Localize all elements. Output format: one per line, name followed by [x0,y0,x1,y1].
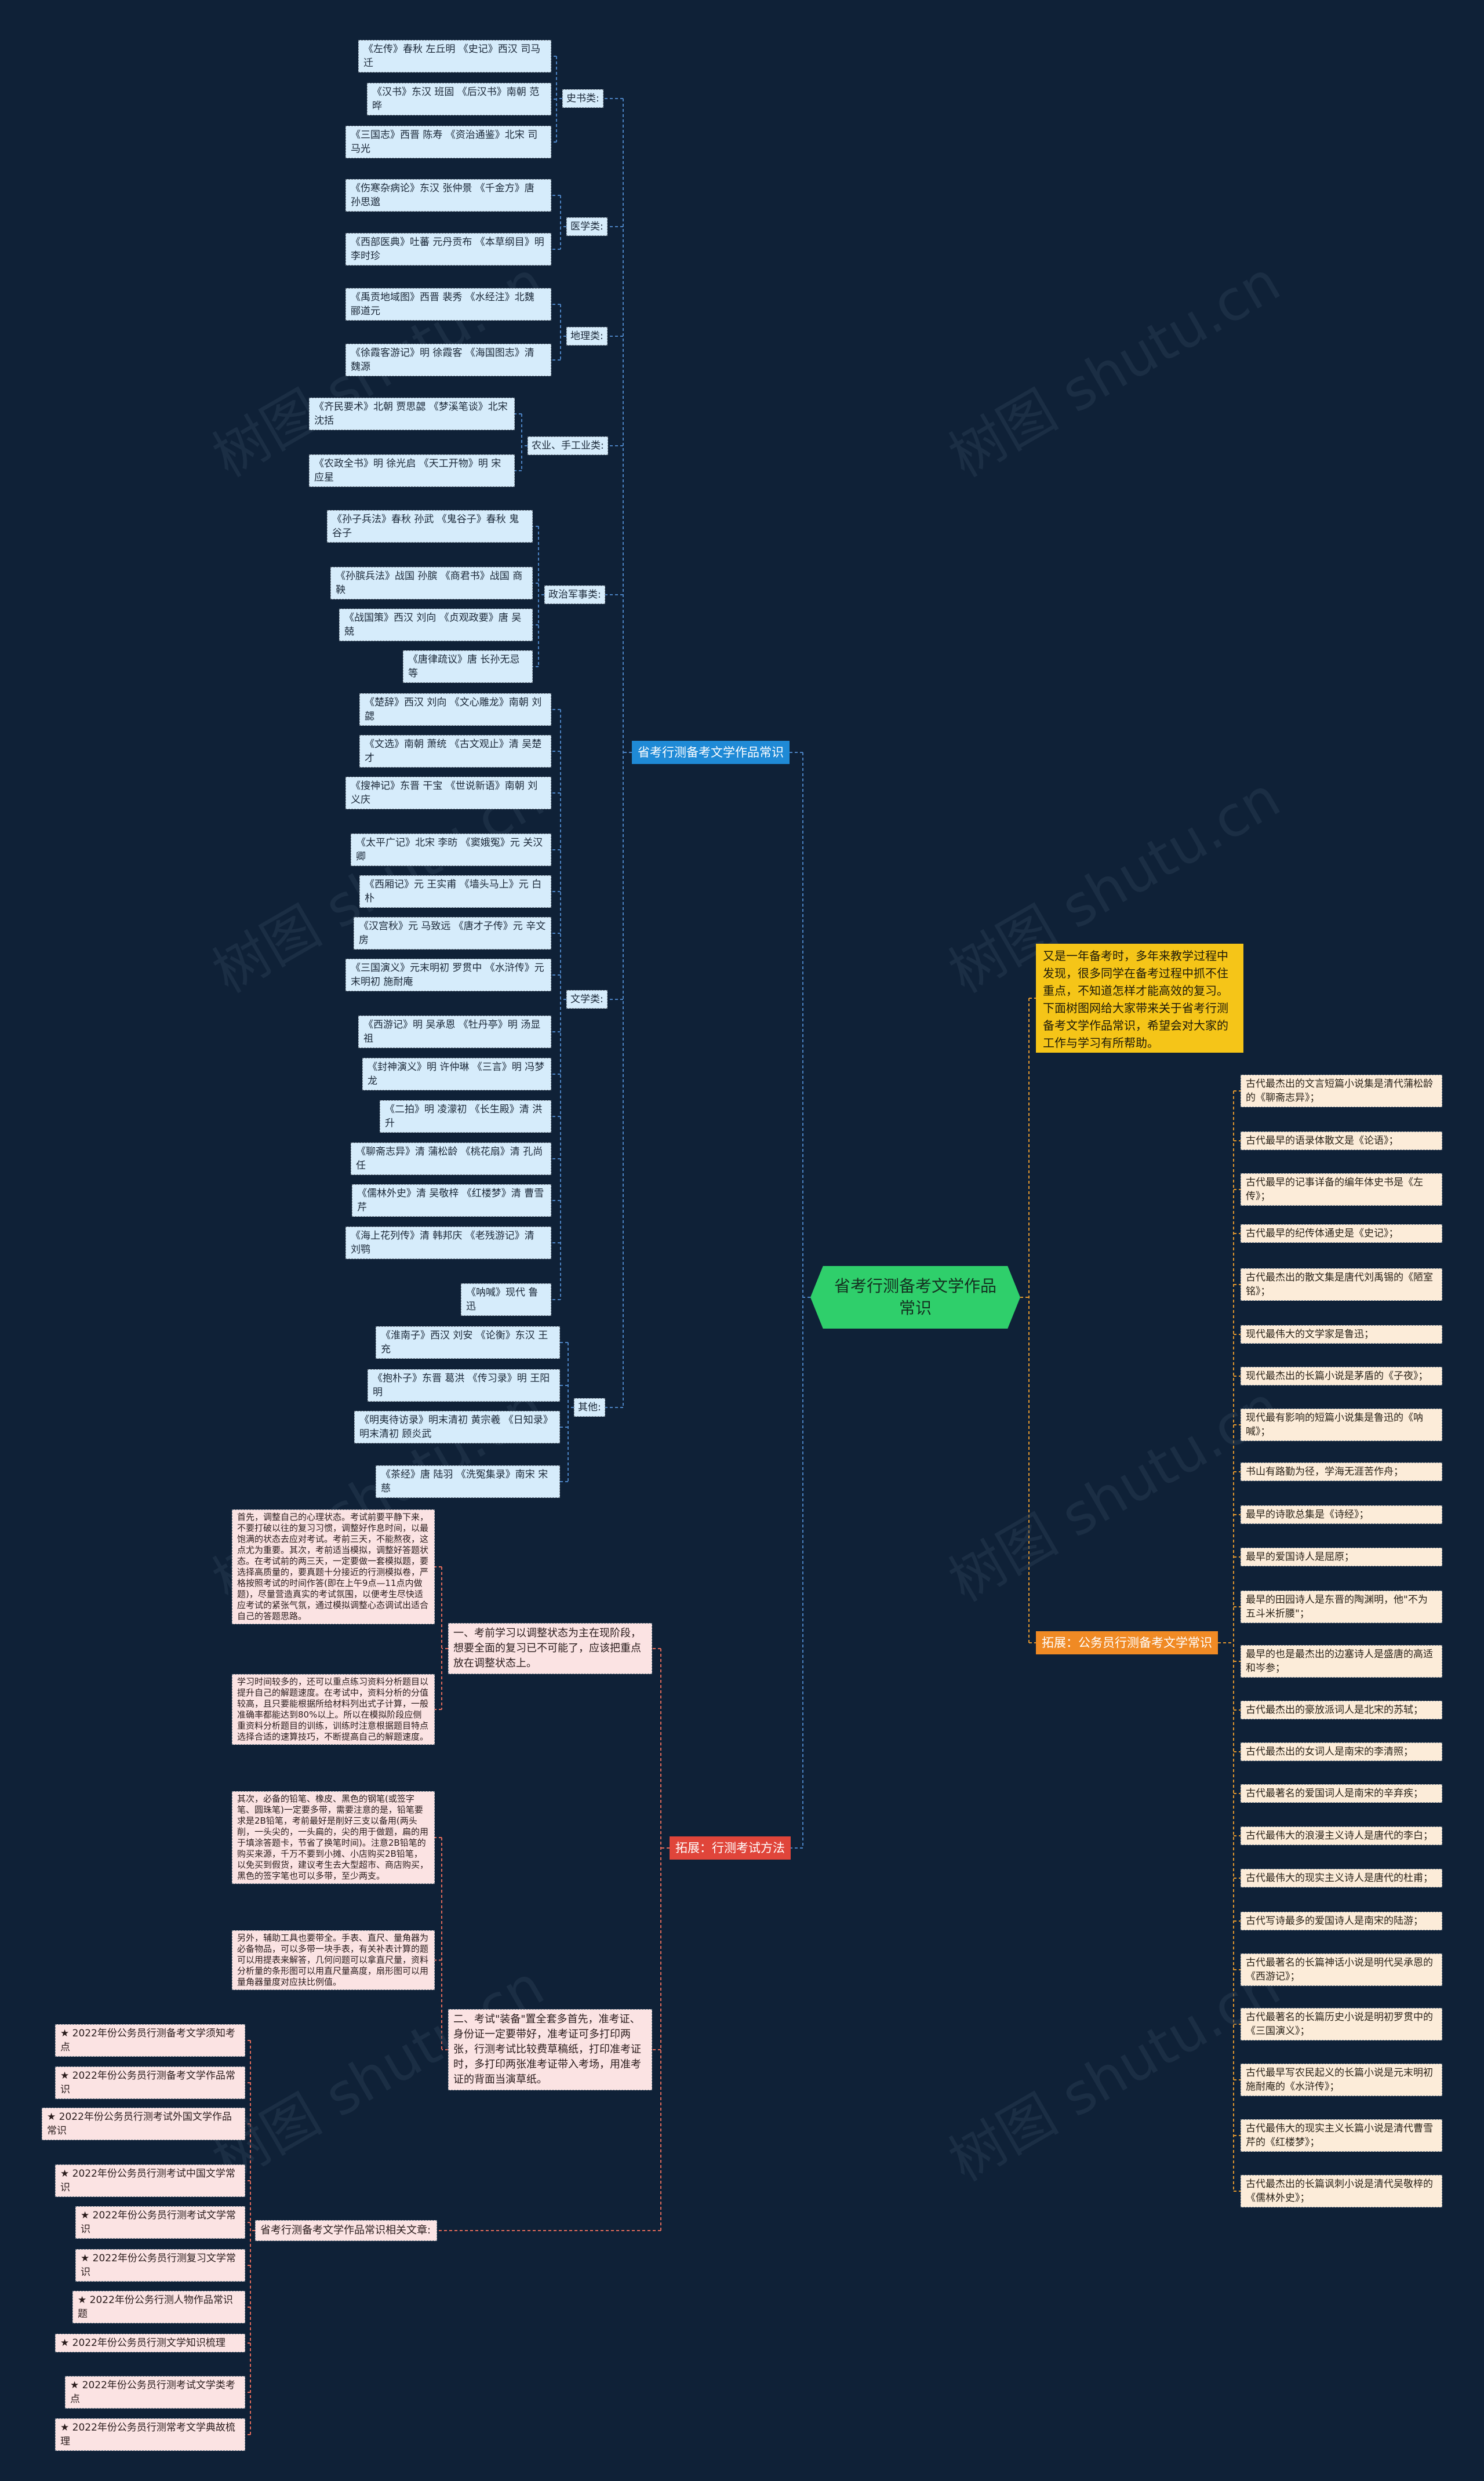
related-article-link[interactable]: ★ 2022年份公务员行测常考文学典故梳理 [55,2418,245,2451]
literature-fact[interactable]: 古代写诗最多的爱国诗人是南宋的陆游； [1241,1912,1442,1930]
literature-fact[interactable]: 最早的也是最杰出的边塞诗人是盛唐的高适和岑参； [1241,1645,1442,1678]
other-item[interactable]: 《淮南子》西汉 刘安 《论衡》东汉 王充 [376,1326,560,1359]
category-military[interactable]: 政治军事类: [544,585,605,604]
literature-fact[interactable]: 古代最杰出的豪放派词人是北宋的苏轼； [1241,1701,1442,1719]
exam-point-1[interactable]: 一、考前学习以调整状态为主在现阶段，想要全面的复习已不可能了，应该把重点放在调整… [448,1623,652,1674]
literature-fact[interactable]: 古代最伟大的浪漫主义诗人是唐代的李白； [1241,1827,1442,1845]
other-item[interactable]: 《抱朴子》东晋 葛洪 《传习录》明 王阳明 [368,1369,560,1402]
literature-item[interactable]: 《聊斋志异》清 蒲松龄 《桃花扇》清 孔尚任 [351,1143,551,1175]
agriculture-item[interactable]: 《齐民要术》北朝 贾思勰 《梦溪笔谈》北宋 沈括 [309,398,515,430]
literature-item[interactable]: 《海上花列传》清 韩邦庆 《老残游记》清 刘鹗 [345,1227,551,1259]
category-geography[interactable]: 地理类: [566,327,608,345]
military-item[interactable]: 《战国策》西汉 刘向 《贞观政要》唐 吴兢 [339,609,533,641]
literature-fact[interactable]: 最早的田园诗人是东晋的陶渊明，他"不为五斗米折腰"； [1241,1591,1442,1623]
related-article-link[interactable]: ★ 2022年份公务员行测考试文学类考点 [65,2376,245,2409]
exam-detail[interactable]: 首先，调整自己的心理状态。考试前要平静下来，不要打破以往的复习习惯，调整好作息时… [232,1509,435,1624]
category-history[interactable]: 史书类: [562,89,603,108]
literature-fact[interactable]: 古代最杰出的文言短篇小说集是清代蒲松龄的《聊斋志异》； [1241,1075,1442,1107]
exam-detail[interactable]: 另外，辅助工具也要带全。手表、直尺、量角器为必备物品，可以多带一块手表，有关补表… [232,1930,435,1990]
literature-fact[interactable]: 现代最杰出的长篇小说是茅盾的《子夜》； [1241,1367,1442,1385]
literature-item[interactable]: 《楚辞》西汉 刘向 《文心雕龙》南朝 刘勰 [359,693,551,726]
related-article-link[interactable]: ★ 2022年份公务员行测复习文学常识 [75,2249,245,2282]
branch-exam-method[interactable]: 拓展：行测考试方法 [670,1836,791,1860]
literature-fact[interactable]: 古代最著名的长篇神话小说是明代吴承恩的《西游记》； [1241,1953,1442,1986]
literature-item[interactable]: 《汉宫秋》元 马致远 《唐才子传》元 辛文房 [354,917,551,950]
literature-fact[interactable]: 古代最著名的爱国词人是南宋的辛弃疾； [1241,1784,1442,1803]
related-article-link[interactable]: ★ 2022年份公务员行测考试外国文学作品常识 [42,2108,245,2140]
literature-fact[interactable]: 古代最著名的长篇历史小说是明初罗贯中的《三国演义》； [1241,2008,1442,2040]
exam-detail[interactable]: 其次，必备的铅笔、橡皮、黑色的钢笔(或签字笔、圆珠笔)一定要多带，需要注意的是，… [232,1791,435,1884]
exam-point-2[interactable]: 二、考试"装备"置全套多首先，准考证、身份证一定要带好，准考证可多打印两张，行测… [448,2009,652,2090]
history-item[interactable]: 《三国志》西晋 陈寿 《资治通鉴》北宋 司马光 [345,126,551,158]
category-other[interactable]: 其他: [574,1398,605,1417]
related-article-link[interactable]: ★ 2022年份公务员行测文学知识梳理 [55,2334,245,2352]
literature-fact[interactable]: 古代最杰出的女词人是南宋的李清照； [1241,1742,1442,1761]
branch-literature-works[interactable]: 省考行测备考文学作品常识 [632,741,790,764]
category-literature[interactable]: 文学类: [566,990,608,1009]
literature-item[interactable]: 《搜神记》东晋 干宝 《世说新语》南朝 刘义庆 [345,777,551,809]
related-articles-title[interactable]: 省考行测备考文学作品常识相关文章: [255,2220,437,2241]
literature-item[interactable]: 《二拍》明 凌濛初 《长生殿》清 洪升 [380,1100,551,1133]
literature-fact[interactable]: 古代最早的记事详备的编年体史书是《左传》； [1241,1173,1442,1206]
history-item[interactable]: 《左传》春秋 左丘明 《史记》西汉 司马迁 [358,40,551,72]
root-node[interactable]: 省考行测备考文学作品常识 [810,1266,1020,1329]
category-agriculture[interactable]: 农业、手工业类: [528,436,608,455]
literature-item[interactable]: 《三国演义》元末明初 罗贯中 《水浒传》元末明初 施耐庵 [345,959,551,991]
intro-note[interactable]: 又是一年备考时，多年来教学过程中发现，很多同学在备考过程中抓不住重点，不知道怎样… [1036,944,1243,1053]
related-article-link[interactable]: ★ 2022年份公务员行测备考文学作品常识 [55,2067,245,2099]
literature-fact[interactable]: 古代最早的语录体散文是《论语》； [1241,1132,1442,1150]
literature-item[interactable]: 《西厢记》元 王实甫 《墙头马上》元 白朴 [359,875,551,908]
related-article-link[interactable]: ★ 2022年份公务员行测考试文学常识 [75,2206,245,2239]
literature-item[interactable]: 《太平广记》北宋 李昉 《窦娥冤》元 关汉卿 [351,834,551,866]
related-article-link[interactable]: ★ 2022年份公务员行测考试中国文学常识 [55,2164,245,2197]
category-medical[interactable]: 医学类: [566,217,608,236]
other-item[interactable]: 《明夷待访录》明末清初 黄宗羲 《日知录》明末清初 顾炎武 [354,1411,560,1443]
literature-item[interactable]: 《呐喊》现代 鲁迅 [461,1283,551,1316]
geography-item[interactable]: 《禹贡地域图》西晋 裴秀 《水经注》北魏 郦道元 [345,288,551,321]
literature-fact[interactable]: 最早的诗歌总集是《诗经》； [1241,1505,1442,1524]
military-item[interactable]: 《唐律疏议》唐 长孙无忌等 [403,650,533,683]
literature-fact[interactable]: 古代最伟大的现实主义诗人是唐代的杜甫； [1241,1869,1442,1887]
history-item[interactable]: 《汉书》东汉 班固 《后汉书》南朝 范晔 [367,83,551,115]
literature-fact[interactable]: 最早的爱国诗人是屈原； [1241,1548,1442,1566]
literature-fact[interactable]: 古代最伟大的现实主义长篇小说是清代曹雪芹的《红楼梦》； [1241,2119,1442,2152]
literature-fact[interactable]: 古代最杰出的长篇讽刺小说是清代吴敬梓的《儒林外史》； [1241,2175,1442,2207]
literature-fact[interactable]: 古代最早的纪传体通史是《史记》； [1241,1224,1442,1243]
literature-fact[interactable]: 古代最杰出的散文集是唐代刘禹锡的《陋室铭》； [1241,1268,1442,1301]
literature-item[interactable]: 《文选》南朝 萧统 《古文观止》清 吴楚才 [359,735,551,767]
exam-detail[interactable]: 学习时间较多的，还可以重点练习资料分析题目以提升自己的解题速度。在考试中，资料分… [232,1674,435,1745]
literature-item[interactable]: 《西游记》明 吴承恩 《牡丹亭》明 汤显祖 [358,1016,551,1048]
medical-item[interactable]: 《伤寒杂病论》东汉 张仲景 《千金方》唐 孙思邈 [345,179,551,212]
agriculture-item[interactable]: 《农政全书》明 徐光启 《天工开物》明 宋应星 [309,454,515,487]
literature-item[interactable]: 《儒林外史》清 吴敬梓 《红楼梦》清 曹雪芹 [352,1184,551,1217]
literature-fact[interactable]: 书山有路勤为径，学海无涯苦作舟； [1241,1463,1442,1481]
other-item[interactable]: 《茶经》唐 陆羽 《洗冤集录》南宋 宋慈 [376,1465,560,1498]
medical-item[interactable]: 《西部医典》吐蕃 元丹贡布 《本草纲目》明 李时珍 [345,233,551,265]
military-item[interactable]: 《孙膑兵法》战国 孙膑 《商君书》战国 商鞅 [330,567,533,599]
geography-item[interactable]: 《徐霞客游记》明 徐霞客 《海国图志》清 魏源 [345,344,551,376]
branch-civil-service-literature[interactable]: 拓展：公务员行测备考文学常识 [1036,1631,1218,1654]
literature-item[interactable]: 《封神演义》明 许仲琳 《三言》明 冯梦龙 [362,1058,551,1090]
related-article-link[interactable]: ★ 2022年份公务员行测备考文学须知考点 [55,2024,245,2057]
related-article-link[interactable]: ★ 2022年份公务行测人物作品常识题 [72,2291,245,2323]
literature-fact[interactable]: 现代最伟大的文学家是鲁迅； [1241,1325,1442,1344]
military-item[interactable]: 《孙子兵法》春秋 孙武 《鬼谷子》春秋 鬼谷子 [327,510,533,543]
literature-fact[interactable]: 现代最有影响的短篇小说集是鲁迅的《呐喊》； [1241,1409,1442,1441]
literature-fact[interactable]: 古代最早写农民起义的长篇小说是元末明初施耐庵的《水浒传》； [1241,2064,1442,2096]
